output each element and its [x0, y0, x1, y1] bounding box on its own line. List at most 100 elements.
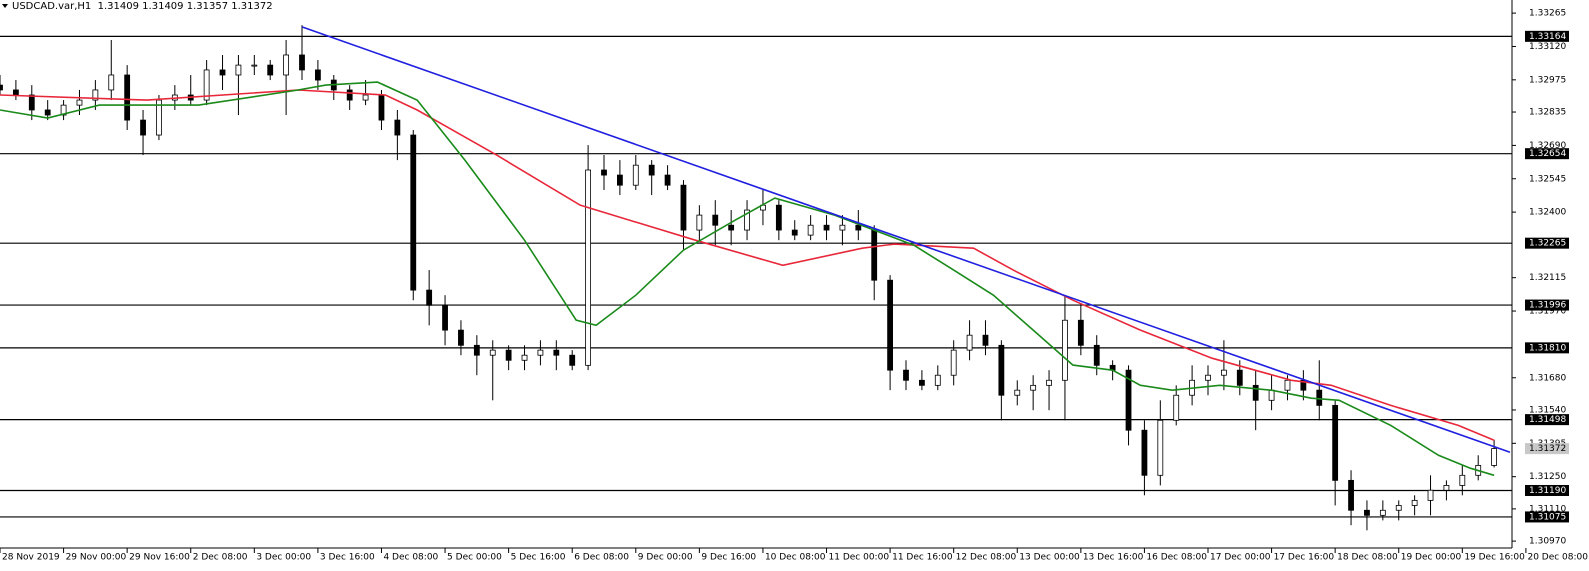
- overlay-line: [0, 81, 1495, 477]
- candle-body: [12, 89, 19, 96]
- x-tick-label: 5 Dec 16:00: [511, 553, 566, 563]
- candle-body: [219, 69, 226, 76]
- candle-body: [569, 354, 576, 366]
- candle-body: [1427, 489, 1434, 501]
- candle-body: [1411, 499, 1418, 506]
- candle-body: [903, 369, 909, 381]
- candle-body: [855, 224, 862, 231]
- candle-body: [823, 224, 830, 231]
- candle-body: [1395, 505, 1402, 511]
- y-tick-label: 1.31110: [1529, 504, 1566, 514]
- x-tick-label: 18 Dec 08:00: [1337, 553, 1398, 563]
- plot-area: [0, 25, 1512, 531]
- candle-body: [537, 349, 544, 356]
- candle-body: [1062, 319, 1068, 381]
- y-tick-label: 1.33265: [1529, 9, 1566, 19]
- candle-body: [346, 89, 353, 101]
- y-tick-label: 1.31250: [1529, 472, 1566, 482]
- x-tick-label: 6 Dec 08:00: [574, 553, 629, 563]
- level-label: 1.33164: [1529, 32, 1566, 42]
- level-label-bg: [1525, 30, 1569, 42]
- x-tick-label: 9 Dec 16:00: [701, 553, 756, 563]
- candle-body: [934, 374, 941, 386]
- candle-body: [1236, 369, 1243, 386]
- candle-body: [1364, 509, 1370, 516]
- level-label-bg: [1525, 414, 1569, 426]
- x-tick-label: 9 Dec 00:00: [638, 553, 693, 563]
- candle-body: [1125, 369, 1132, 431]
- x-tick-label: 29 Nov 16:00: [129, 553, 190, 563]
- candle-body: [124, 74, 131, 121]
- candle-body: [696, 214, 703, 231]
- candle-body: [664, 174, 671, 186]
- candle-body: [1284, 379, 1291, 391]
- level-label: 1.31498: [1529, 415, 1566, 425]
- x-tick-label: 12 Dec 08:00: [956, 553, 1017, 563]
- candle-body: [918, 379, 925, 386]
- candle-body: [887, 279, 894, 371]
- level-label-bg: [1525, 299, 1569, 311]
- last-price-bg: [1525, 443, 1569, 455]
- candle-body: [426, 289, 433, 306]
- header-bg: [0, 0, 330, 12]
- candle-body: [648, 164, 655, 176]
- candle-body: [1157, 419, 1164, 476]
- candle-body: [442, 304, 448, 331]
- candle-body: [1030, 384, 1037, 391]
- candle-body: [28, 94, 35, 111]
- candle-body: [458, 329, 464, 346]
- level-label-bg: [1525, 484, 1569, 496]
- chart-title: USDCAD.var,H1 1.31409 1.31409 1.31357 1.…: [12, 1, 273, 12]
- candle-body: [505, 349, 512, 361]
- candle-body: [680, 184, 687, 231]
- candle-body: [1205, 374, 1211, 381]
- candle-body: [744, 209, 750, 231]
- level-label-bg: [1525, 342, 1569, 354]
- candle-body: [839, 224, 846, 231]
- overlay-line: [0, 89, 1495, 442]
- candle-body: [1348, 479, 1354, 511]
- candle-body: [1332, 404, 1339, 481]
- level-label: 1.32654: [1529, 149, 1566, 159]
- y-tick-label: 1.31970: [1529, 307, 1566, 317]
- y-tick-label: 1.31680: [1529, 373, 1566, 383]
- candle-body: [92, 89, 99, 101]
- candle-body: [76, 99, 83, 106]
- candle-body: [362, 94, 369, 101]
- candle-body: [1252, 384, 1259, 401]
- level-label-bg: [1525, 148, 1569, 160]
- level-label: 1.31075: [1529, 512, 1566, 522]
- level-label-bg: [1525, 237, 1569, 249]
- candle-body: [1220, 369, 1227, 376]
- x-tick-label: 29 Nov 00:00: [66, 553, 127, 563]
- x-tick-label: 19 Dec 16:00: [1464, 553, 1525, 563]
- header-arrow[interactable]: [2, 4, 8, 8]
- candle-body: [473, 344, 480, 356]
- candle-body: [1093, 344, 1100, 366]
- candle-body: [251, 64, 258, 67]
- x-tick-label: 11 Dec 16:00: [892, 553, 953, 563]
- x-tick-label: 17 Dec 00:00: [1210, 553, 1271, 563]
- candle-body: [791, 229, 798, 236]
- candle-body: [235, 64, 242, 76]
- candle-body: [283, 54, 290, 76]
- candle-body: [1443, 485, 1450, 491]
- x-tick-label: 2 Dec 08:00: [193, 553, 248, 563]
- x-tick-label: 28 Nov 2019: [2, 553, 60, 563]
- level-label: 1.31810: [1529, 343, 1566, 353]
- candle-body: [1173, 394, 1180, 421]
- candle-body: [44, 109, 51, 116]
- x-tick-label: 19 Dec 00:00: [1401, 553, 1462, 563]
- candle-body: [601, 169, 607, 176]
- x-tick-label: 3 Dec 16:00: [320, 553, 375, 563]
- last-price-label: 1.31372: [1529, 444, 1566, 454]
- candle-body: [632, 164, 639, 186]
- x-tick-label: 16 Dec 08:00: [1146, 553, 1207, 563]
- candle-body: [966, 334, 973, 351]
- candle-body: [1046, 379, 1052, 386]
- candle-body: [108, 74, 115, 91]
- candle-body: [140, 119, 146, 136]
- x-tick-label: 13 Dec 16:00: [1083, 553, 1144, 563]
- y-tick-label: 1.32835: [1529, 108, 1566, 118]
